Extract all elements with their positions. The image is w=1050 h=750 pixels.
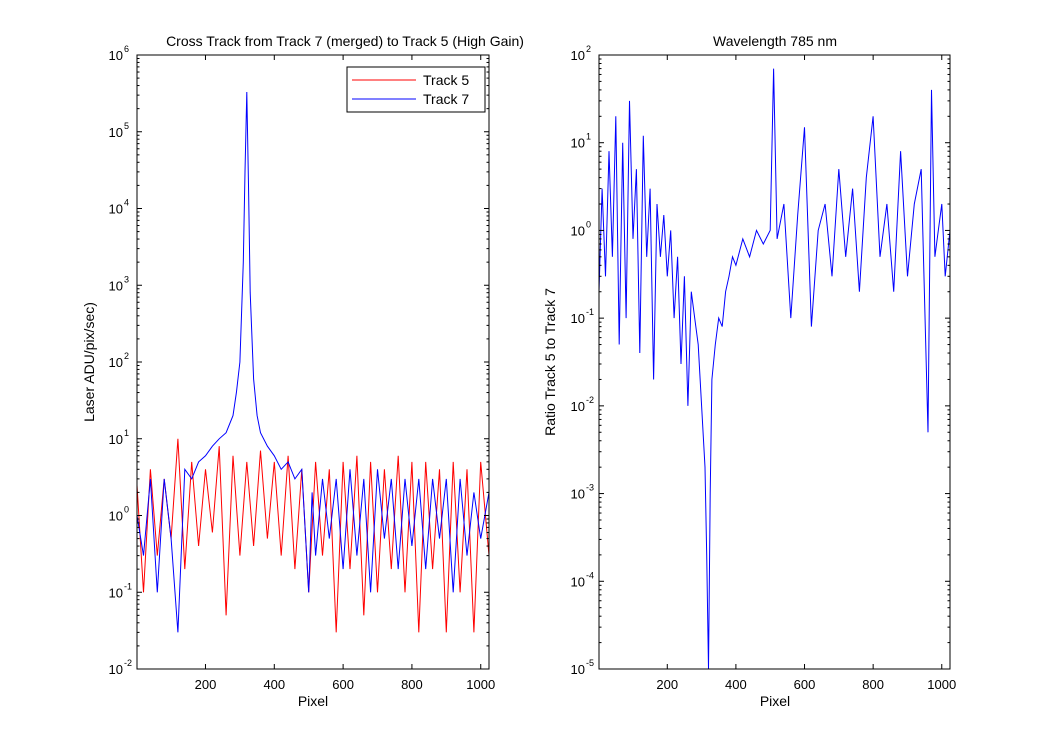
x-tick-label: 400: [725, 677, 747, 692]
y-tick-label-base: 10: [109, 125, 123, 140]
y-tick-label-base: 10: [571, 48, 585, 63]
left-chart-series-group: [136, 91, 490, 633]
right-chart-x-ticks: 200 400 600 800 1000: [656, 55, 956, 692]
x-tick-label: 200: [656, 677, 678, 692]
y-tick-label-exponent: 2: [124, 351, 129, 361]
x-tick-label: 800: [401, 677, 423, 692]
left-chart: Cross Track from Track 7 (merged) to Tra…: [81, 33, 524, 709]
x-tick-label: 200: [195, 677, 217, 692]
y-tick-label-exponent: 0: [586, 219, 591, 229]
left-chart-x-ticks: 200 400 600 800 1000: [195, 55, 495, 692]
y-tick-label-base: 10: [109, 509, 123, 524]
x-tick-label: 600: [794, 677, 816, 692]
y-tick-label-base: 10: [109, 355, 123, 370]
left-chart-title: Cross Track from Track 7 (merged) to Tra…: [166, 33, 524, 49]
y-tick-label-exponent: -5: [586, 658, 594, 668]
y-tick-label-exponent: 6: [124, 44, 129, 54]
right-chart-title: Wavelength 785 nm: [713, 33, 837, 49]
y-tick-label-base: 10: [109, 585, 123, 600]
x-tick-label: 1000: [927, 677, 956, 692]
left-chart-y-label: Laser ADU/pix/sec): [81, 302, 97, 422]
right-chart-y-label: Ratio Track 5 to Track 7: [542, 288, 558, 436]
y-tick-label-exponent: 2: [586, 44, 591, 54]
y-tick-label-exponent: -3: [586, 483, 594, 493]
y-tick-label-base: 10: [571, 223, 585, 238]
y-tick-label-base: 10: [571, 311, 585, 326]
y-tick-label-base: 10: [109, 662, 123, 677]
y-tick-label-exponent: 1: [124, 428, 129, 438]
y-tick-label-exponent: -4: [586, 570, 594, 580]
y-tick-label-exponent: -1: [586, 307, 594, 317]
right-chart: Wavelength 785 nm 200 400 600 800 1000 10 -51…: [542, 33, 956, 709]
left-chart-legend: Track 5 Track 7: [346, 66, 486, 113]
legend-track5-label: Track 5: [423, 72, 469, 88]
y-tick-label-exponent: 4: [124, 198, 129, 208]
y-tick-label-base: 10: [571, 399, 585, 414]
y-tick-label-exponent: 3: [124, 274, 129, 284]
legend-track7-label: Track 7: [423, 91, 469, 107]
legend-box: [346, 66, 486, 113]
right-chart-x-label: Pixel: [760, 693, 790, 709]
left-chart-series-line-2: [136, 91, 490, 633]
y-tick-label-exponent: 1: [586, 132, 591, 142]
right-chart-plot-frame: [598, 54, 951, 670]
x-tick-label: 400: [263, 677, 285, 692]
y-tick-label-base: 10: [109, 202, 123, 217]
y-tick-label-exponent: -1: [124, 581, 132, 591]
y-tick-label-exponent: 5: [124, 121, 129, 131]
x-tick-label: 600: [332, 677, 354, 692]
y-tick-label-base: 10: [109, 432, 123, 447]
y-tick-label-base: 10: [571, 487, 585, 502]
y-tick-label-base: 10: [109, 278, 123, 293]
y-tick-label-exponent: -2: [124, 658, 132, 668]
x-tick-label: 1000: [466, 677, 495, 692]
left-chart-x-label: Pixel: [298, 693, 328, 709]
y-tick-label-exponent: -2: [586, 395, 594, 405]
right-chart-series-line-1: [598, 68, 951, 670]
y-tick-label-base: 10: [571, 662, 585, 677]
y-tick-label-exponent: 0: [124, 505, 129, 515]
right-chart-series-group: [598, 68, 951, 670]
left-chart-series-line-1: [136, 438, 490, 633]
y-tick-label-base: 10: [571, 136, 585, 151]
y-tick-label-base: 10: [109, 48, 123, 63]
x-tick-label: 800: [862, 677, 884, 692]
y-tick-label-base: 10: [571, 574, 585, 589]
